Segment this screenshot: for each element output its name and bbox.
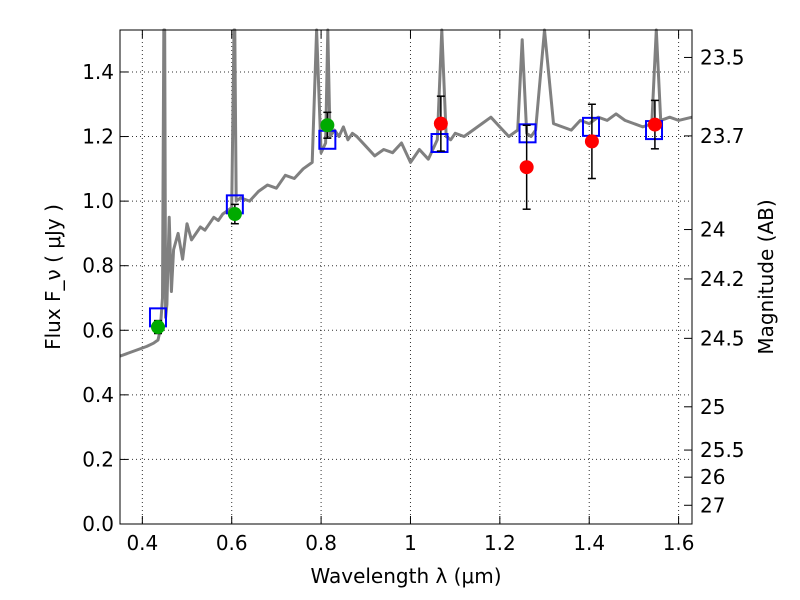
data-point-marker	[647, 117, 662, 132]
right-tick-label: 23.5	[700, 45, 745, 69]
y-axis-title: Flux F_ν ( μJy )	[41, 204, 65, 350]
data-point-marker	[227, 207, 242, 222]
right-tick-label: 25	[700, 395, 725, 419]
y-tick-label: 1.4	[82, 60, 114, 84]
right-tick-label: 25.5	[700, 438, 745, 462]
x-tick-label: 1.4	[573, 531, 605, 555]
right-tick-label: 24.2	[700, 267, 745, 291]
spectrum-layer	[119, 28, 693, 358]
tick-layer: 0.4 0.6 0.8 1 1.2 1.4 1.6 0.0 0.2 0.4 0.6 0.8 1.0 1.2…	[82, 30, 745, 555]
model-square-marker	[430, 133, 449, 154]
x-tick-label: 1.6	[663, 531, 695, 555]
data-point-marker	[150, 320, 165, 335]
model-spectrum-line	[119, 28, 693, 358]
y-tick-label: 1.2	[82, 125, 114, 149]
right-tick-label: 24	[700, 218, 725, 242]
y-tick-label: 0.2	[82, 447, 114, 471]
x-axis-title: Wavelength λ (μm)	[310, 564, 501, 588]
right-tick-label: 23.7	[700, 124, 745, 148]
right-axis-title: Magnitude (AB)	[754, 199, 778, 354]
grid-layer	[120, 30, 692, 525]
x-tick-label: 0.8	[305, 531, 337, 555]
y-tick-label: 0.8	[82, 254, 114, 278]
data-point-marker	[584, 134, 599, 149]
data-point-marker	[519, 160, 534, 175]
data-point-marker	[433, 116, 448, 131]
y-tick-label: 1.0	[82, 189, 114, 213]
y-tick-label: 0.0	[82, 512, 114, 536]
data-point-marker	[320, 118, 335, 133]
right-tick-label: 24.5	[700, 326, 745, 350]
right-tick-label: 27	[700, 493, 725, 517]
plot-frame	[119, 29, 693, 525]
x-tick-label: 0.4	[126, 531, 158, 555]
y-tick-label: 0.6	[82, 318, 114, 342]
x-tick-label: 1	[404, 531, 417, 555]
x-tick-label: 0.6	[216, 531, 248, 555]
model-square-marker	[518, 123, 537, 144]
x-tick-label: 1.2	[484, 531, 516, 555]
y-tick-label: 0.4	[82, 383, 114, 407]
right-tick-label: 26	[700, 465, 725, 489]
marker-layer	[148, 95, 664, 335]
